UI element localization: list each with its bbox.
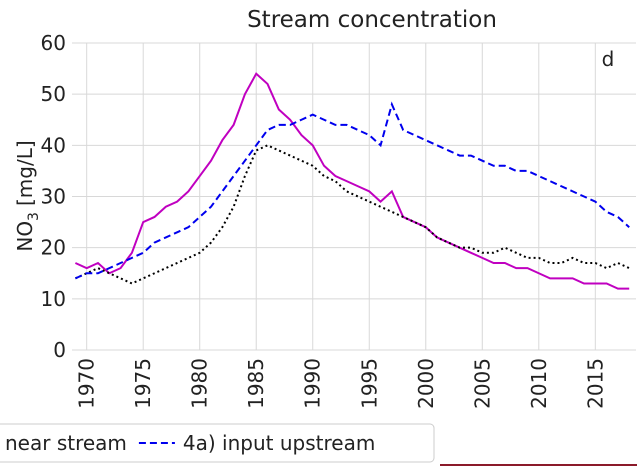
x-tick-label: 2005	[470, 358, 494, 409]
y-tick-label: 40	[41, 133, 66, 157]
series-line	[74, 101, 630, 280]
y-tick-label: 10	[41, 287, 66, 311]
x-tick-label: 1975	[131, 358, 155, 409]
series-line	[74, 72, 630, 290]
legend-label: near stream	[5, 431, 127, 455]
x-tick-label: 1995	[357, 358, 381, 409]
y-tick-label: 50	[41, 82, 66, 106]
series-line	[74, 144, 630, 285]
x-tick-label: 1970	[75, 358, 99, 409]
legend-label: 4a) input upstream	[183, 431, 375, 455]
x-tick-label: 1980	[188, 358, 212, 409]
chart-title: Stream concentration	[247, 7, 497, 33]
y-tick-label: 20	[41, 236, 66, 260]
x-tick-label: 2000	[414, 358, 438, 409]
x-tick-label: 1990	[301, 358, 325, 409]
y-axis-label: NO3[mg/L]	[13, 140, 42, 251]
grid	[72, 42, 636, 351]
y-tick-label: 0	[53, 338, 66, 362]
legend-box	[0, 423, 435, 463]
x-tick-label: 1985	[244, 358, 268, 409]
panel-label: d	[602, 47, 615, 71]
x-tick-label: 2010	[527, 358, 551, 409]
y-tick-label: 30	[41, 185, 66, 209]
y-tick-label: 60	[41, 31, 66, 55]
x-tick-label: 2015	[583, 358, 607, 409]
